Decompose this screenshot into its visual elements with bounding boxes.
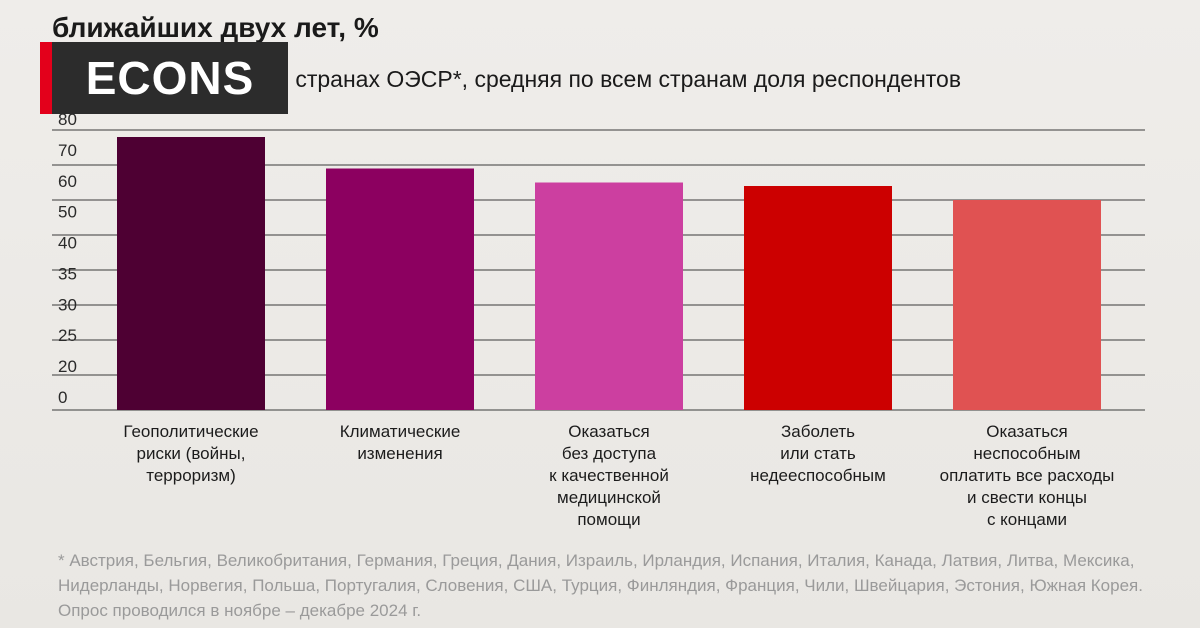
bar-chart: 0 20 25 30 35 40 50 60 70 80 Геополитические риски… [52, 110, 1145, 529]
bar-1 [117, 137, 265, 410]
y-tick-label: 20 [58, 357, 77, 376]
y-tick-label: 35 [58, 264, 77, 283]
y-tick-label: 60 [58, 172, 77, 191]
chart-title: ближайших двух лет, % [52, 12, 379, 43]
logo-red-bar [40, 42, 52, 114]
y-axis-tick-labels: 0 20 25 30 35 40 50 60 70 80 [58, 110, 77, 407]
logo-text: ECONS [85, 52, 255, 104]
y-tick-label: 50 [58, 203, 77, 222]
category-label-3: Оказаться без доступа к качественной медици… [549, 422, 669, 529]
bar-2 [326, 168, 474, 410]
bar-5 [953, 200, 1101, 410]
category-label-4: Заболеть или стать недееспособным [750, 422, 886, 485]
footnote: * Австрия, Бельгия, Великобритания, Герм… [58, 551, 1143, 620]
y-tick-label: 30 [58, 295, 77, 314]
y-tick-label: 40 [58, 234, 77, 253]
y-tick-label: 70 [58, 141, 77, 160]
category-label-5: Оказаться неспособным оплатить все расходы… [940, 422, 1115, 529]
bar-3 [535, 182, 683, 410]
y-tick-label: 80 [58, 110, 77, 129]
category-label-1: Геополитические риски (войны, терроризм) [123, 422, 258, 485]
econs-logo[interactable]: ECONS [40, 42, 288, 114]
bars [117, 137, 1101, 410]
y-tick-label: 0 [58, 388, 67, 407]
category-labels: Геополитические риски (войны, терроризм) Кл… [123, 422, 1114, 529]
y-tick-label: 25 [58, 326, 77, 345]
bar-4 [744, 186, 892, 410]
category-label-2: Климатические изменения [340, 422, 461, 463]
